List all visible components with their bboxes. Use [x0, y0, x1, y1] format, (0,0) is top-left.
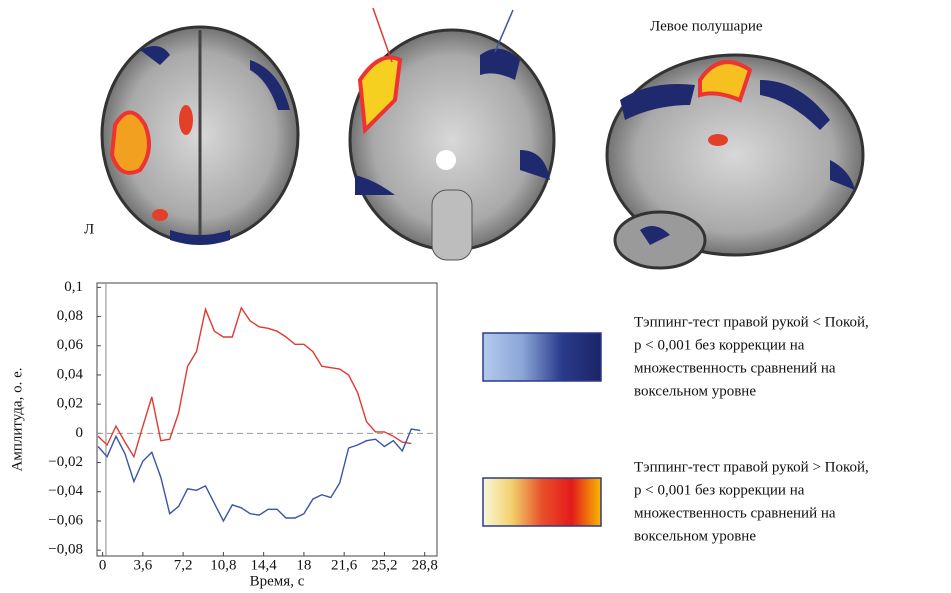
- hemisphere-label: Левое полушарие: [650, 18, 763, 34]
- x-tick-label: 21,6: [331, 557, 358, 573]
- y-tick-label: −0,08: [48, 542, 83, 558]
- y-tick-label: −0,04: [48, 483, 83, 499]
- figure: Л Левое полушарие 0,1 0,08 0,06 0,04 0,02 0 −0…: [0, 0, 951, 593]
- sagittal-brain: [607, 55, 863, 268]
- y-axis-title: Амплитуда, о. е.: [9, 368, 25, 472]
- y-tick-label: −0,06: [48, 512, 83, 528]
- x-tick-label: 3,6: [133, 557, 152, 573]
- data-line: [98, 429, 420, 521]
- y-tick-label: −0,02: [48, 454, 83, 470]
- colorbar: [483, 333, 601, 381]
- x-tick-label: 25,2: [371, 557, 397, 573]
- x-tick-label: 18: [296, 557, 311, 573]
- legend-text: воксельном уровне: [634, 528, 756, 544]
- y-tick-label: 0,08: [57, 308, 83, 324]
- y-tick-label: 0: [76, 425, 84, 441]
- y-tick-label: 0,02: [57, 396, 83, 412]
- data-line: [98, 308, 411, 457]
- x-tick-label: 28,8: [412, 557, 438, 573]
- x-tick-label: 0: [99, 557, 107, 573]
- y-tick-label: 0,04: [57, 366, 84, 382]
- plot-frame: [97, 283, 437, 556]
- x-axis-title: Время, с: [250, 573, 305, 589]
- legend-text: Тэппинг-тест правой рукой > Покой,: [634, 459, 869, 475]
- side-label: Л: [84, 221, 94, 237]
- x-tick-label: 7,2: [174, 557, 193, 573]
- legend-text: p < 0,001 без коррекции на: [634, 482, 805, 498]
- coronal-brain: [350, 8, 554, 260]
- legend-text: воксельном уровне: [634, 383, 756, 399]
- y-tick-label: 0,06: [57, 337, 84, 353]
- x-tick-label: 14,4: [251, 557, 278, 573]
- y-tick-label: 0,1: [64, 279, 83, 295]
- legend-text: множественность сравнений на: [634, 360, 836, 376]
- legend-text: p < 0,001 без коррекции на: [634, 337, 805, 353]
- x-tick-label: 10,8: [210, 557, 236, 573]
- legend-text: множественность сравнений на: [634, 505, 836, 521]
- axial-brain: [102, 27, 298, 245]
- legend-text: Тэппинг-тест правой рукой < Покой,: [634, 314, 869, 330]
- colorbar: [483, 478, 601, 526]
